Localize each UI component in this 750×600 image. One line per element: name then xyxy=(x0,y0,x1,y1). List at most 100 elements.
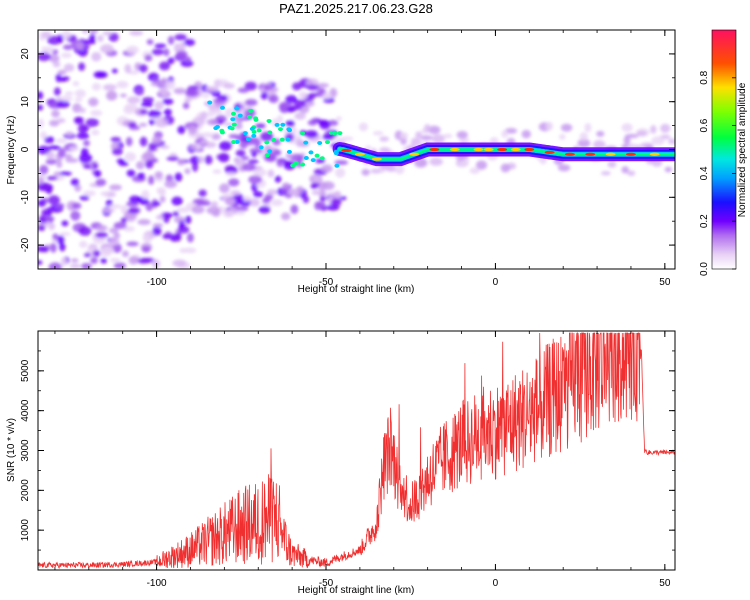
spectrogram-blob xyxy=(200,139,209,145)
spectrogram-blob xyxy=(126,241,139,247)
top-y-axis: -20 -10 0 10 20 xyxy=(20,29,675,270)
spectrogram-blob xyxy=(55,203,65,209)
spectrogram-blob xyxy=(119,93,127,98)
spectrogram-blob xyxy=(126,169,136,177)
spectrogram-blob xyxy=(255,123,266,129)
spectrogram-blob xyxy=(137,172,145,180)
spectrogram-blob xyxy=(596,130,605,137)
spectrogram-ridge-blob xyxy=(319,156,325,161)
spectrogram-blob xyxy=(198,189,207,197)
bottom-x-tick-label: -50 xyxy=(319,578,334,589)
spectrogram-blob xyxy=(141,189,150,200)
spectrogram-blob xyxy=(242,163,256,172)
chart-title: PAZ1.2025.217.06.23.G28 xyxy=(279,1,433,16)
spectrogram-ridge-hotspot xyxy=(510,147,521,152)
spectrogram-blob xyxy=(163,213,170,224)
spectrogram-ridge-blob xyxy=(251,129,257,134)
spectrogram-blob xyxy=(258,205,271,214)
spectrogram-blob xyxy=(158,189,167,197)
colorbar-tick-label: 0.4 xyxy=(699,166,710,180)
spectrogram-blob xyxy=(100,191,110,196)
spectrogram-blob xyxy=(83,252,91,258)
spectrogram-blob xyxy=(234,206,249,212)
spectrogram-blob xyxy=(52,61,61,68)
colorbar: 0.0 0.2 0.4 0.6 0.8 Normalized spectral ampl… xyxy=(699,29,748,276)
spectrogram-blob xyxy=(88,30,99,35)
spectrogram-blob xyxy=(456,131,468,139)
spectrogram-blob xyxy=(142,96,154,103)
spectrogram-blob xyxy=(141,246,151,253)
spectrogram-blob xyxy=(198,156,205,164)
spectrogram-blob xyxy=(651,136,665,146)
spectrogram-blob xyxy=(74,89,86,98)
spectrogram-ridge-hotspot xyxy=(524,147,535,152)
spectrogram-ridge-blob xyxy=(219,128,225,133)
spectrogram-blob xyxy=(175,50,188,60)
spectrogram-blob xyxy=(152,201,161,206)
spectrogram-blob xyxy=(206,206,221,215)
spectrogram-blob xyxy=(311,190,321,196)
spectrogram-blob xyxy=(163,48,170,57)
spectrogram-blob xyxy=(200,132,214,138)
spectrogram-blob xyxy=(319,195,326,202)
spectrogram-ridge-blob xyxy=(251,133,257,138)
spectrogram-blob xyxy=(128,256,139,265)
snr-panel: -100 -50 0 50 1000 2000 3000 4000 5000 Height o… xyxy=(6,330,676,596)
spectrogram-blob xyxy=(65,131,74,137)
top-x-tick-label: 50 xyxy=(659,277,671,288)
spectrogram-blob xyxy=(59,77,67,82)
spectrogram-blob xyxy=(124,63,132,74)
spectrogram-blob xyxy=(410,137,422,147)
spectrogram-blob xyxy=(48,145,61,151)
spectrogram-blob xyxy=(136,257,150,264)
spectrogram-blob xyxy=(38,199,47,207)
spectrogram-blob xyxy=(285,152,293,160)
colorbar-tick-label: 0.0 xyxy=(699,262,710,276)
top-y-axis-label: Frequency (Hz) xyxy=(6,116,17,185)
snr-plot-area xyxy=(38,331,675,570)
spectrogram-blob xyxy=(61,220,69,227)
spectrogram-blob xyxy=(160,145,170,150)
spectrogram-blob xyxy=(244,99,258,107)
spectrogram-blob xyxy=(52,233,59,241)
spectrogram-blob xyxy=(283,160,296,171)
spectrogram-blob xyxy=(148,142,157,152)
spectrogram-blob xyxy=(253,191,263,198)
spectrogram-ridge-blob xyxy=(253,117,259,122)
spectrogram-blob xyxy=(191,162,199,172)
spectrogram-blob xyxy=(154,43,167,49)
bottom-x-axis: -100 -50 0 50 xyxy=(54,331,671,589)
spectrogram-blob xyxy=(399,132,409,140)
spectrogram-blob xyxy=(76,42,85,51)
spectrogram-blob xyxy=(521,129,531,139)
spectrogram-blob xyxy=(294,112,306,120)
bottom-y-axis: 1000 2000 3000 4000 5000 xyxy=(20,330,675,571)
spectrogram-blob xyxy=(178,220,185,229)
spectrogram-blob xyxy=(219,183,230,193)
spectrogram-blob xyxy=(186,232,194,243)
spectrogram-ridge-hotspot xyxy=(585,152,596,156)
spectrogram-blob xyxy=(39,165,49,175)
spectrogram-blob xyxy=(319,120,331,130)
spectrogram-blob xyxy=(198,201,212,206)
spectrogram-blob xyxy=(664,166,673,173)
spectrogram-blob xyxy=(152,223,164,228)
colorbar-tick-label: 0.8 xyxy=(699,70,710,84)
bottom-y-tick-label: 5000 xyxy=(20,359,31,382)
spectrogram-blob xyxy=(112,243,122,253)
spectrogram-ridge-hotspot xyxy=(449,147,460,152)
spectrogram-blob xyxy=(41,31,52,39)
spectrogram-blob xyxy=(668,138,675,145)
spectrogram-ridge-blob xyxy=(267,149,273,154)
bottom-x-tick-label: -100 xyxy=(147,578,167,589)
spectrogram-blob xyxy=(205,86,219,92)
spectrogram-ridge-hotspot xyxy=(429,147,440,152)
spectrogram-blob xyxy=(172,259,187,267)
spectrogram-blob xyxy=(93,170,102,178)
spectrogram-blob xyxy=(56,160,63,169)
spectrogram-blob xyxy=(64,91,74,96)
spectrogram-blob xyxy=(95,178,107,187)
spectrogram-blob xyxy=(500,163,511,173)
spectrogram-blob xyxy=(276,114,284,124)
spectrogram-ridge-hotspot xyxy=(341,148,352,153)
